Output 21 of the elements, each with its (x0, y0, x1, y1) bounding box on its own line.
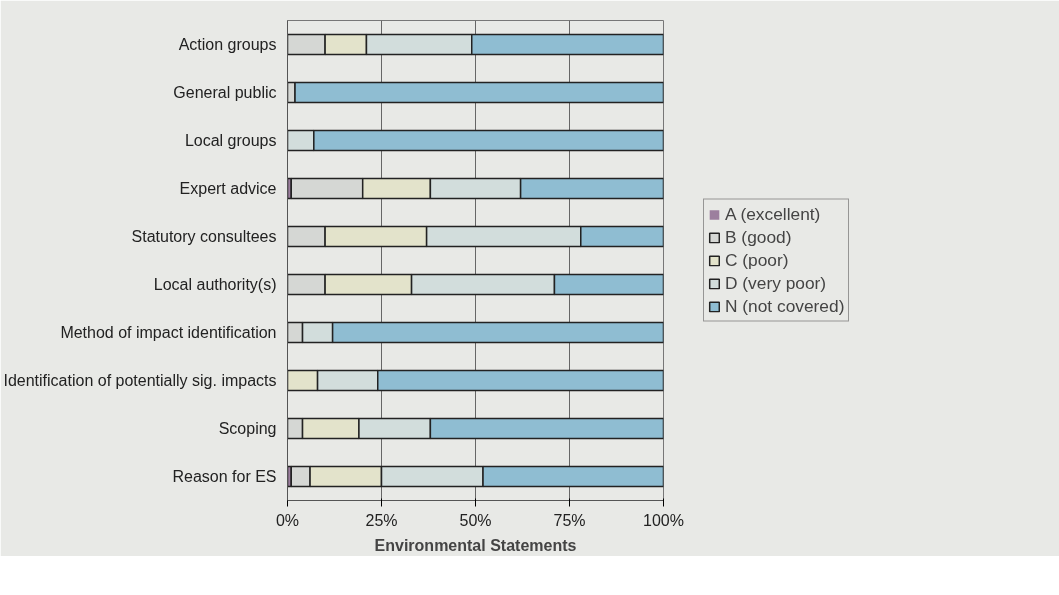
x-tick-label: 25% (365, 511, 398, 529)
y-tick-label: Method of impact identification (60, 324, 277, 341)
y-tick-label: Statutory consultees (131, 228, 277, 245)
y-tick-label: Local authority(s) (153, 276, 277, 293)
y-tick-label: Reason for ES (172, 468, 277, 485)
legend-label: B (good) (725, 226, 792, 248)
y-tick-label: Identification of potentially sig. impacts (3, 372, 277, 389)
legend-label: C (poor) (725, 249, 789, 271)
legend-label: N (not covered) (725, 295, 845, 317)
y-tick-label: Local groups (184, 132, 277, 149)
y-tick-label: Expert advice (179, 180, 277, 197)
x-tick-label: 75% (553, 511, 586, 529)
x-tick-label: 0% (275, 511, 300, 529)
legend-label: D (very poor) (725, 272, 827, 294)
legend-label: A (excellent) (725, 203, 821, 225)
x-tick-label: 50% (459, 511, 492, 529)
y-tick-label: Scoping (218, 420, 277, 437)
x-axis-title: Environmental Statements (374, 536, 577, 554)
y-tick-label: Action groups (178, 36, 277, 53)
x-tick-label: 100% (643, 511, 684, 529)
y-tick-label: General public (173, 84, 277, 101)
